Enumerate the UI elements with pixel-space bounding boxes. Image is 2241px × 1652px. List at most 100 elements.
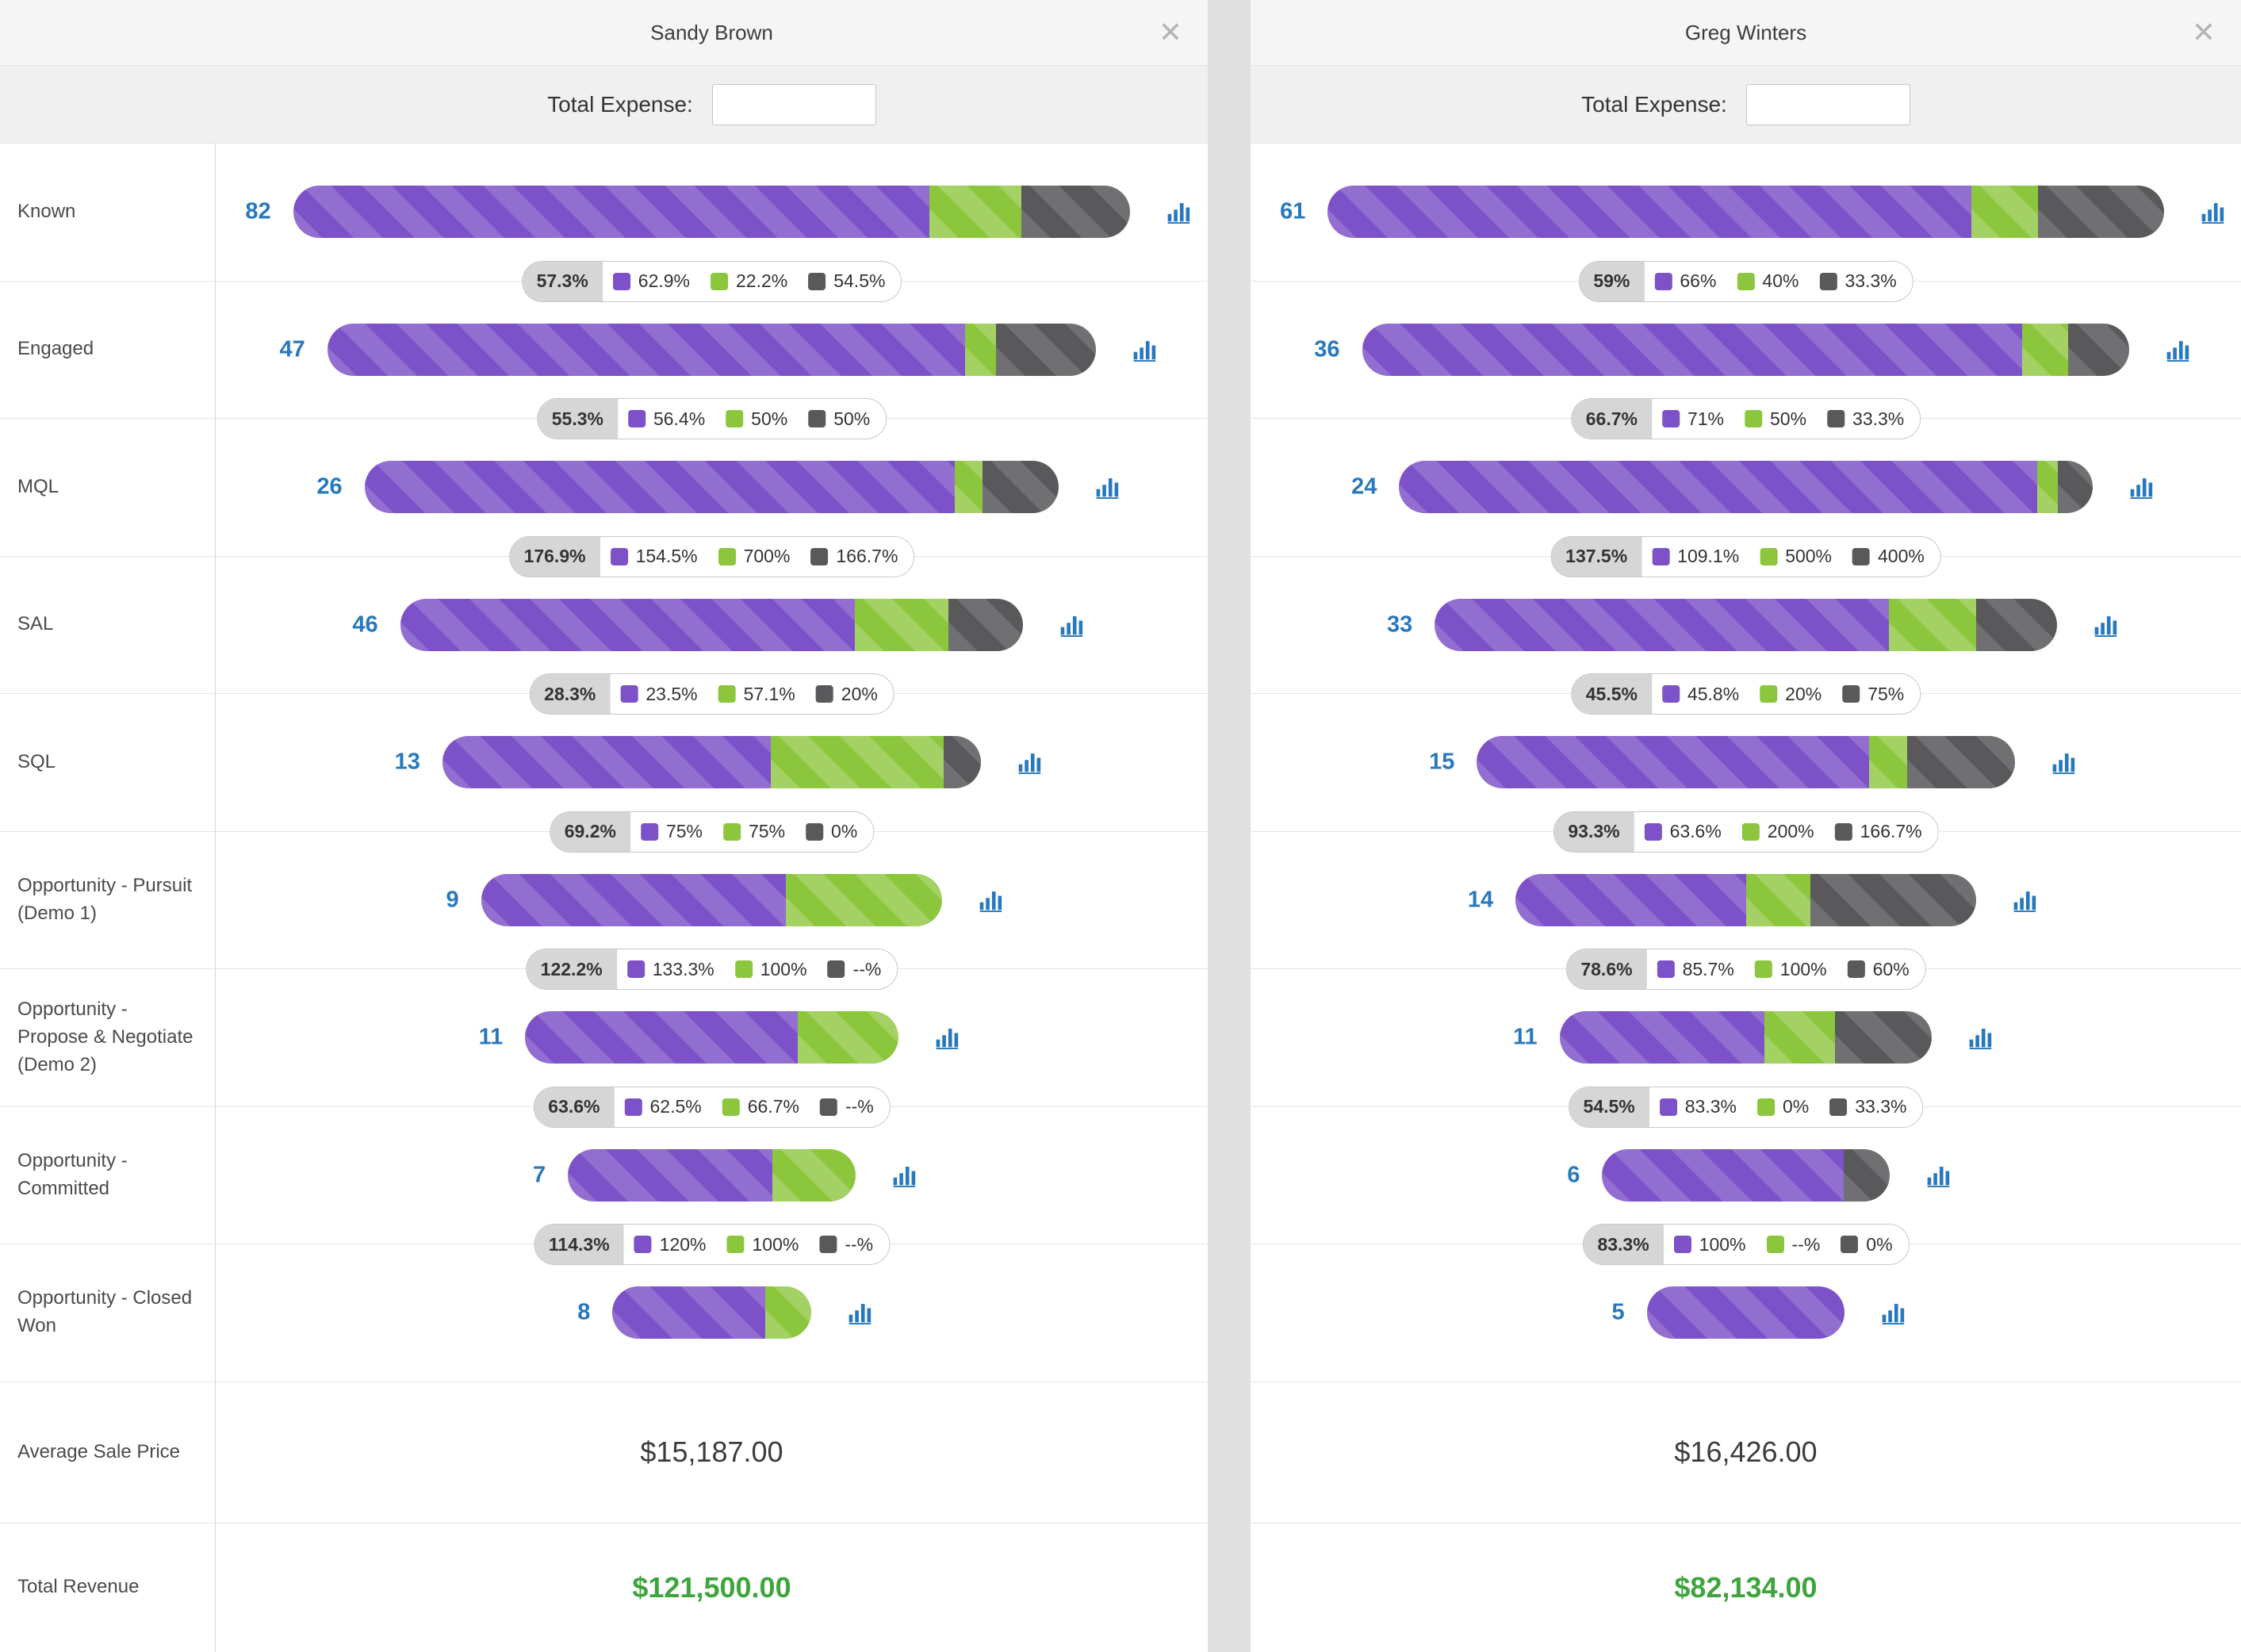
pill-item: 50%	[1734, 399, 1817, 439]
pill-value: 40%	[1762, 270, 1799, 291]
total-expense-input[interactable]	[1745, 83, 1910, 125]
funnel-bar-segments[interactable]	[1362, 323, 2130, 376]
funnel-bar-segments[interactable]	[612, 1286, 811, 1340]
funnel-bar: 24	[1351, 461, 2152, 514]
green-segment	[2021, 323, 2069, 376]
bar-chart-icon[interactable]	[1926, 1163, 1955, 1187]
bar-chart-icon[interactable]	[1132, 338, 1161, 362]
green-swatch	[1760, 685, 1778, 703]
bar-chart-icon[interactable]	[2094, 613, 2122, 637]
bar-chart-icon[interactable]	[1881, 1301, 1910, 1325]
pill-item: 100%	[1664, 1225, 1756, 1264]
dark-swatch	[1827, 410, 1845, 427]
purple-segment	[1602, 1148, 1844, 1202]
pill-value: 20%	[1785, 683, 1822, 704]
funnel-bar-segments[interactable]	[1515, 873, 1976, 926]
bar-cell: 14 78.6% 85.7% 100% 60%	[1251, 832, 2241, 990]
pill-value: 62.9%	[638, 270, 690, 291]
bar-chart-icon[interactable]	[935, 1025, 963, 1050]
dark-swatch	[808, 272, 826, 290]
dark-swatch	[815, 685, 833, 703]
dark-swatch	[819, 1236, 837, 1253]
stage-row: 24 137.5% 109.1% 500% 400%	[1251, 418, 2241, 577]
bar-chart-icon[interactable]	[1166, 200, 1195, 224]
purple-segment	[1559, 1011, 1764, 1064]
close-icon[interactable]: ✕	[2191, 16, 2216, 48]
purple-swatch	[1659, 1098, 1677, 1116]
panel-header: Sandy Brown ✕	[0, 0, 1208, 66]
pill-value: 57.1%	[743, 683, 795, 704]
bar-chart-icon[interactable]	[2201, 200, 2229, 224]
funnel-bar-segments[interactable]	[1646, 1286, 1845, 1340]
bar-chart-icon[interactable]	[2051, 750, 2080, 775]
bar-chart-icon[interactable]	[1059, 613, 1088, 637]
dark-segment	[1843, 1148, 1890, 1202]
stage-count: 11	[1513, 1024, 1538, 1050]
pill-value: 133.3%	[652, 958, 714, 979]
bar-chart-icon[interactable]	[2166, 338, 2194, 362]
pill-item: 22.2%	[700, 262, 798, 301]
funnel-bar-segments[interactable]	[1435, 598, 2057, 651]
funnel-bar-segments[interactable]	[1602, 1148, 1890, 1202]
dark-swatch	[810, 547, 829, 565]
pill-total-pct: 69.2%	[550, 811, 630, 852]
total-revenue-value: $121,500.00	[632, 1570, 791, 1604]
pill-value: 75%	[748, 821, 786, 841]
total-expense-input[interactable]	[711, 83, 876, 125]
stage-row: 11 54.5% 83.3% 0% 33.3%	[1251, 968, 2241, 1128]
funnel-bar: 11	[479, 1011, 958, 1064]
bar-chart-icon[interactable]	[1095, 475, 1124, 500]
funnel-bar: 36	[1314, 323, 2189, 376]
total-expense-label: Total Expense:	[1581, 91, 1727, 117]
funnel-bar-segments[interactable]	[568, 1148, 856, 1202]
bar-chart-icon[interactable]	[1968, 1025, 1997, 1050]
conversion-pill: 83.3% 100% --% 0%	[1582, 1224, 1910, 1265]
pill-value: 60%	[1872, 958, 1910, 979]
stage-rows: 61 59% 66% 40% 33.3% 36 66.7% 71% 50% 33.3% 24 137.…	[1251, 143, 2241, 1382]
funnel-bar-segments[interactable]	[1327, 186, 2164, 239]
bar-cell: 11 54.5% 83.3% 0% 33.3%	[1251, 969, 2241, 1128]
conversion-pill: 137.5% 109.1% 500% 400%	[1550, 535, 1941, 577]
stage-row: SQL 13 69.2% 75% 75% 0%	[0, 693, 1208, 853]
funnel-bar-segments[interactable]	[1559, 1011, 1933, 1064]
stage-label: MQL	[0, 419, 216, 556]
funnel-bar-segments[interactable]	[525, 1011, 898, 1064]
conversion-pill: 59% 66% 40% 33.3%	[1578, 260, 1913, 302]
bar-cell: 33 45.5% 45.8% 20% 75%	[1251, 557, 2241, 715]
stage-count: 5	[1611, 1299, 1625, 1325]
funnel-bar-segments[interactable]	[293, 186, 1131, 239]
dark-segment	[996, 323, 1097, 376]
bar-chart-icon[interactable]	[1017, 750, 1046, 775]
pill-value: 66.7%	[747, 1096, 799, 1117]
bar-chart-icon[interactable]	[2013, 888, 2041, 912]
stage-count: 8	[577, 1299, 591, 1325]
pill-value: 50%	[1770, 408, 1807, 429]
funnel-bar-segments[interactable]	[1399, 461, 2093, 514]
pill-item: 0%	[1830, 1225, 1908, 1264]
funnel-bar-segments[interactable]	[481, 873, 943, 926]
bar-chart-icon[interactable]	[848, 1301, 876, 1325]
funnel-bar-segments[interactable]	[400, 598, 1024, 651]
bar-chart-icon[interactable]	[892, 1163, 921, 1187]
conversion-pill: 122.2% 133.3% 100% --%	[525, 949, 898, 990]
pill-value: 0%	[1782, 1096, 1810, 1117]
funnel-bar-segments[interactable]	[327, 323, 1097, 376]
stage-count: 26	[316, 473, 343, 500]
close-icon[interactable]: ✕	[1158, 16, 1182, 48]
pill-item: 154.5%	[600, 537, 708, 577]
stage-count: 36	[1314, 336, 1340, 362]
bar-cell: 82 57.3% 62.9% 22.2% 54.5%	[216, 144, 1208, 302]
bar-chart-icon[interactable]	[2129, 475, 2158, 500]
stage-count: 7	[532, 1162, 546, 1188]
pill-value: 63.6%	[1669, 821, 1722, 841]
green-segment	[1888, 598, 1976, 651]
pill-item: 57.1%	[708, 674, 806, 714]
funnel-bar-segments[interactable]	[1477, 736, 2015, 789]
funnel-bar-segments[interactable]	[442, 736, 982, 789]
pill-item: 50%	[798, 399, 886, 439]
stage-label: Opportunity - Committed	[0, 1106, 216, 1244]
bar-chart-icon[interactable]	[979, 888, 1007, 912]
funnel-bar-segments[interactable]	[364, 461, 1059, 514]
pill-value: 33.3%	[1855, 1096, 1907, 1117]
